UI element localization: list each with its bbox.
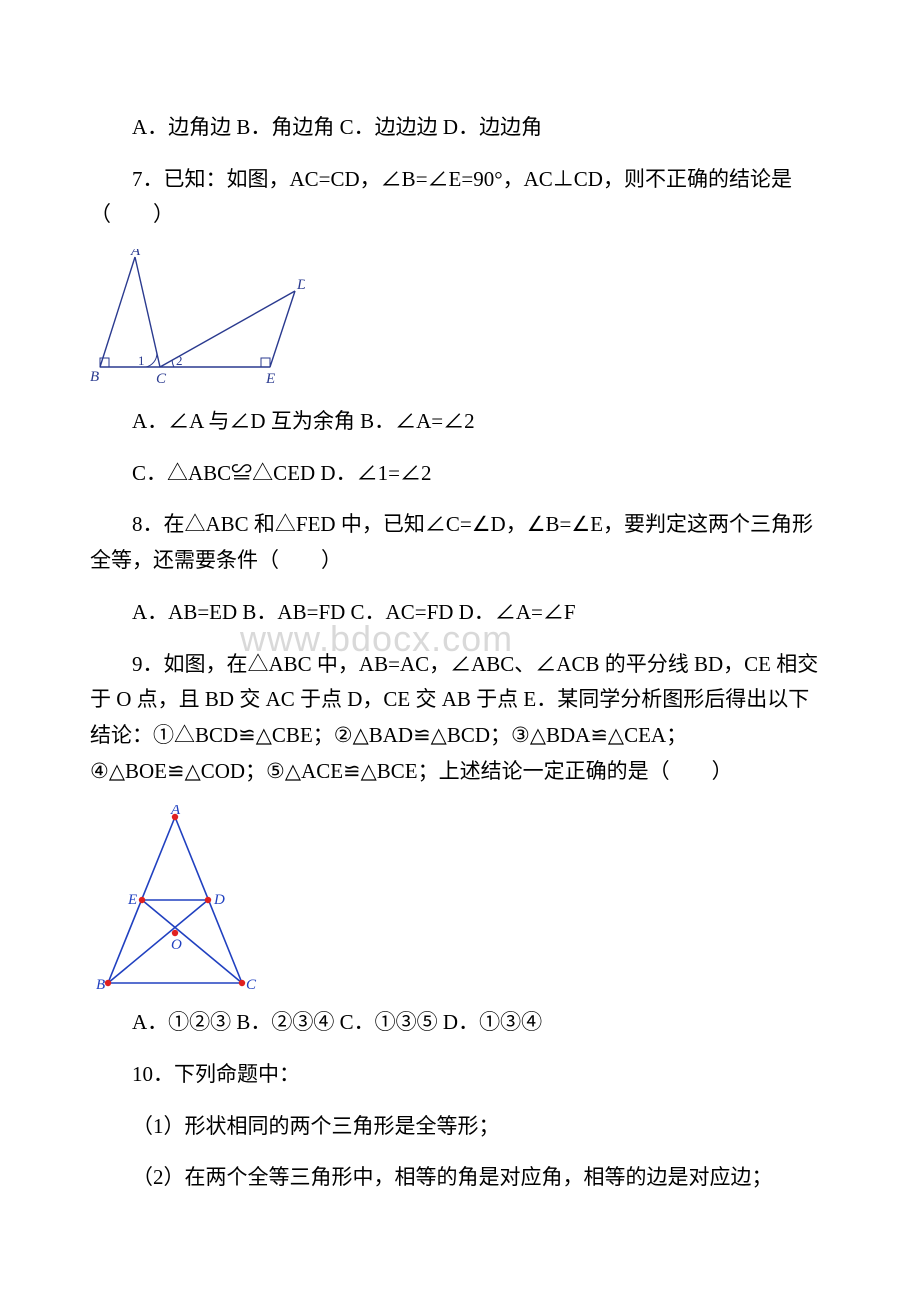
svg-text:B: B <box>90 369 99 385</box>
svg-text:O: O <box>171 937 182 953</box>
q8-options: A．AB=ED B．AB=FD C．AC=FD D．∠A=∠F <box>90 595 830 631</box>
svg-text:1: 1 <box>138 353 145 368</box>
q7-stem: 7．已知：如图，AC=CD，∠B=∠E=90°，AC⊥CD，则不正确的结论是（ … <box>90 162 830 233</box>
q7-options-line2: C．△ABC≌△CED D．∠1=∠2 <box>90 456 830 492</box>
page-content: A．边角边 B．角边角 C．边边边 D．边边角 7．已知：如图，AC=CD，∠B… <box>90 110 830 1196</box>
q8-stem: 8．在△ABC 和△FED 中，已知∠C=∠D，∠B=∠E，要判定这两个三角形全… <box>90 507 830 578</box>
q9-figure-svg: A B C D E O <box>90 805 260 995</box>
q6-options: A．边角边 B．角边角 C．边边边 D．边边角 <box>90 110 830 146</box>
q9-stem: 9．如图，在△ABC 中，AB=AC，∠ABC、∠ACB 的平分线 BD，CE … <box>90 647 830 790</box>
q10-stem: 10．下列命题中： <box>90 1057 830 1093</box>
svg-text:A: A <box>170 805 181 818</box>
svg-text:E: E <box>127 892 137 908</box>
q9-options: A．①②③ B．②③④ C．①③⑤ D．①③④ <box>90 1005 830 1041</box>
svg-text:2: 2 <box>176 353 183 368</box>
q7-options-line1: A．∠A 与∠D 互为余角 B．∠A=∠2 <box>90 404 830 440</box>
svg-text:B: B <box>96 977 105 993</box>
q9-figure: A B C D E O <box>90 805 830 995</box>
svg-text:E: E <box>265 371 275 387</box>
svg-text:D: D <box>213 892 225 908</box>
svg-text:C: C <box>156 371 167 387</box>
q10-item1: （1）形状相同的两个三角形是全等形； <box>90 1109 830 1145</box>
q7-figure: A B C D E 1 2 <box>90 249 830 394</box>
svg-text:A: A <box>130 249 141 259</box>
q7-figure-svg: A B C D E 1 2 <box>90 249 305 394</box>
q9-stem-text: 9．如图，在△ABC 中，AB=AC，∠ABC、∠ACB 的平分线 BD，CE … <box>90 652 818 783</box>
svg-text:D: D <box>296 277 305 293</box>
q10-item2: （2）在两个全等三角形中，相等的角是对应角，相等的边是对应边； <box>90 1160 830 1196</box>
svg-text:C: C <box>246 977 257 993</box>
